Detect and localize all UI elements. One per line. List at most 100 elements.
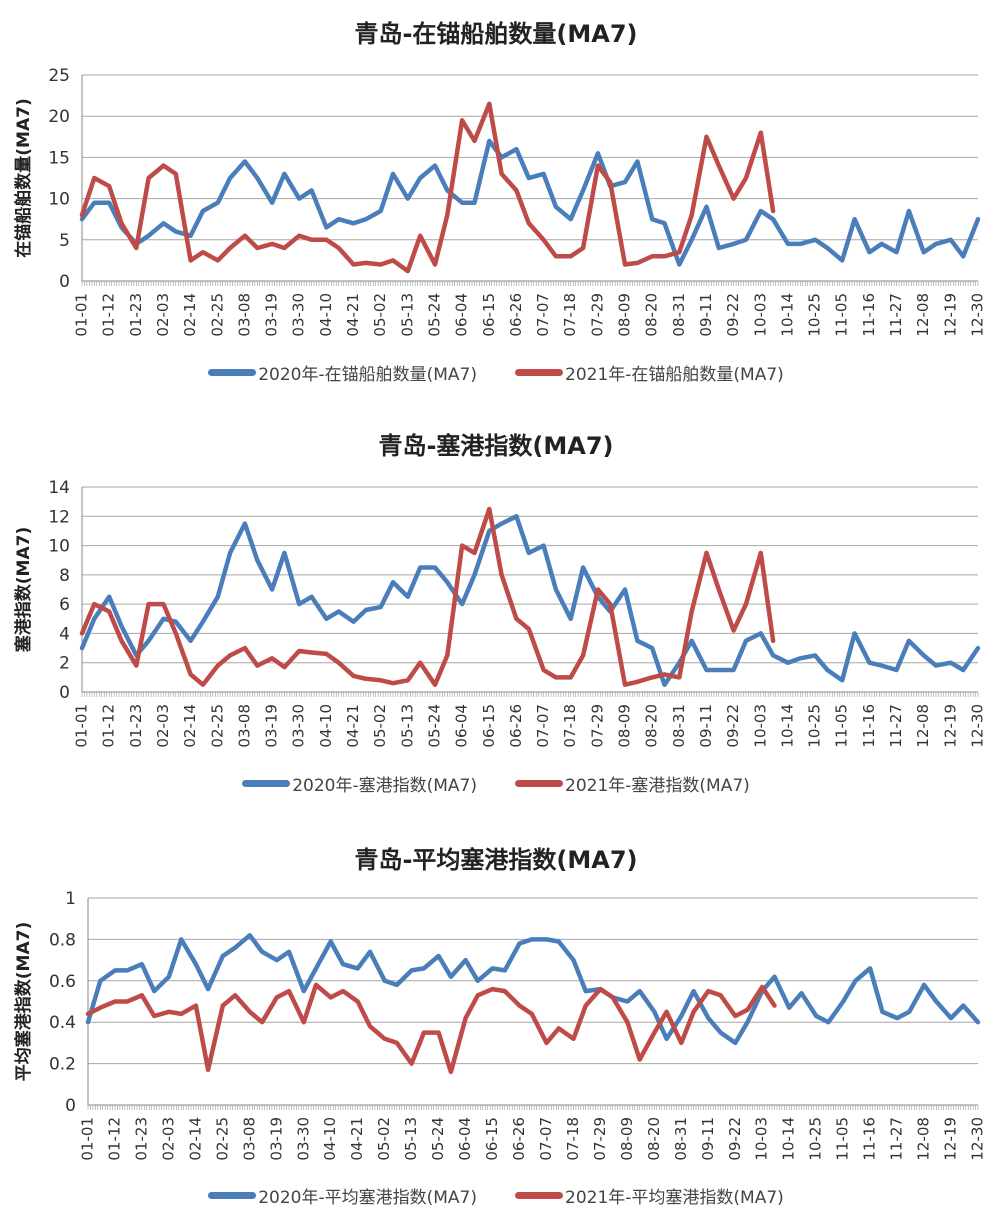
x-tick-label: 01-01 <box>79 1117 97 1161</box>
x-tick-label: 02-03 <box>159 1117 177 1161</box>
x-tick-label: 06-15 <box>483 1117 501 1161</box>
legend-item-2021: 2021年-塞港指数(MA7) <box>515 771 750 796</box>
x-tick-label: 07-29 <box>588 293 606 337</box>
x-tick-label: 06-15 <box>480 293 498 337</box>
chart-title: 青岛-在锚船舶数量(MA7) <box>354 20 638 48</box>
y-tick-label: 10 <box>48 190 70 210</box>
x-tick-label: 08-09 <box>618 1117 636 1161</box>
x-tick-label: 12-30 <box>969 704 987 748</box>
legend-label: 2020年-在锚船舶数量(MA7) <box>258 365 477 385</box>
x-tick-label: 06-26 <box>510 1117 528 1161</box>
x-tick-label: 08-09 <box>616 293 634 337</box>
series-line-2021 <box>79 506 776 687</box>
x-tick-label: 11-05 <box>833 293 851 337</box>
x-tick-label: 01-23 <box>127 704 145 748</box>
x-tick-label: 02-25 <box>208 704 226 748</box>
legend-item-2021: 2021年-平均塞港指数(MA7) <box>515 1183 784 1208</box>
legend-swatch-2020 <box>208 369 257 376</box>
x-tick-label: 05-24 <box>425 293 443 337</box>
x-tick-label: 07-29 <box>588 704 606 748</box>
y-tick-label: 1 <box>65 889 76 909</box>
x-tick-label: 10-03 <box>753 1117 771 1161</box>
y-axis-title: 塞港指数(MA7) <box>13 527 34 652</box>
x-tick-label: 11-27 <box>887 293 905 337</box>
x-tick-label: 04-21 <box>344 704 362 748</box>
x-tick-label: 05-24 <box>425 704 443 748</box>
x-tick-label: 01-23 <box>132 1117 150 1161</box>
x-tick-label: 08-31 <box>670 293 688 337</box>
x-tick-label: 08-31 <box>672 1117 690 1161</box>
x-tick-label: 01-12 <box>100 293 118 337</box>
x-tick-label: 01-12 <box>100 704 118 748</box>
x-tick-label: 03-30 <box>294 1117 312 1161</box>
legend-item-2020: 2020年-在锚船舶数量(MA7) <box>208 360 477 385</box>
x-tick-label: 04-10 <box>321 1117 339 1161</box>
x-tick-label: 02-03 <box>154 293 172 337</box>
x-tick-label: 04-10 <box>317 704 335 748</box>
chart-panel-avg-congestion-index: 青岛-平均塞港指数(MA7) 0 0.2 0.4 0.6 0.8 1 01-01 01-12 0… <box>0 820 992 1209</box>
x-tick-label: 11-05 <box>833 704 851 748</box>
x-tick-label: 09-11 <box>697 704 715 748</box>
x-tick-label: 02-25 <box>208 293 226 337</box>
x-tick-label: 12-30 <box>969 293 987 337</box>
legend-swatch-2020 <box>208 1192 257 1199</box>
legend: 2020年-塞港指数(MA7) 2021年-塞港指数(MA7) <box>0 771 992 796</box>
chart-title: 青岛-塞港指数(MA7) <box>378 432 614 460</box>
y-tick-label: 10 <box>48 537 70 557</box>
y-tick-label: 12 <box>48 507 70 527</box>
x-tick-label: 11-27 <box>887 704 905 748</box>
x-tick-label: 08-20 <box>643 293 661 337</box>
legend-label: 2021年-塞港指数(MA7) <box>565 776 750 796</box>
x-tick-label: 03-19 <box>263 293 281 337</box>
x-tick-label: 11-16 <box>860 293 878 337</box>
x-tick-label: 10-03 <box>751 293 769 337</box>
x-tick-label: 12-19 <box>942 1117 960 1161</box>
x-tick-label: 05-02 <box>375 1117 393 1161</box>
x-tick-label: 03-30 <box>290 704 308 748</box>
x-tick-label: 07-07 <box>534 704 552 748</box>
x-tick-label: 08-09 <box>616 704 634 748</box>
x-tick-label: 05-02 <box>371 293 389 337</box>
series-line-2020 <box>79 514 981 687</box>
y-tick-label: 0.6 <box>49 972 76 992</box>
x-tick-label: 06-26 <box>507 704 525 748</box>
x-tick-label: 05-24 <box>429 1117 447 1161</box>
y-tick-label: 0.2 <box>49 1055 76 1075</box>
x-tick-label: 08-20 <box>643 704 661 748</box>
x-tick-label: 12-19 <box>941 704 959 748</box>
x-tick-label: 12-08 <box>915 1117 933 1161</box>
y-tick-label: 5 <box>59 231 70 251</box>
x-tick-label: 09-22 <box>724 704 742 748</box>
y-tick-label: 8 <box>59 566 70 586</box>
y-tick-label: 0.8 <box>49 930 76 950</box>
x-tick-label: 10-25 <box>806 293 824 337</box>
x-tick-label: 05-13 <box>402 1117 420 1161</box>
x-tick-label: 03-19 <box>267 1117 285 1161</box>
x-tick-label: 07-18 <box>561 704 579 748</box>
line-chart-avg-congestion-index: 0 0.2 0.4 0.6 0.8 1 01-01 01-12 01-23 02-03 02-14 0… <box>13 889 987 1161</box>
y-tick-label: 20 <box>48 107 70 127</box>
series-line-2020 <box>85 933 981 1046</box>
x-tick-label: 09-22 <box>724 293 742 337</box>
y-tick-label: 0 <box>59 683 70 703</box>
x-tick-label: 01-01 <box>73 704 91 748</box>
x-tick-label: 12-08 <box>914 293 932 337</box>
x-tick-label: 02-14 <box>186 1117 204 1161</box>
line-chart-anchored-vessels: 0 5 10 15 20 25 01-01 01-12 01-23 02-03 02-14 02-25… <box>13 66 987 337</box>
x-tick-label: 06-04 <box>456 1117 474 1161</box>
x-tick-label: 05-02 <box>371 704 389 748</box>
x-tick-label: 03-08 <box>235 293 253 337</box>
x-tick-label: 06-15 <box>480 704 498 748</box>
legend-swatch-2021 <box>515 369 563 376</box>
chart-title: 青岛-平均塞港指数(MA7) <box>354 846 638 874</box>
legend-item-2020: 2020年-塞港指数(MA7) <box>242 771 477 796</box>
x-tick-label: 08-20 <box>645 1117 663 1161</box>
x-tick-label: 12-30 <box>969 1117 987 1161</box>
line-chart-congestion-index: 0 2 4 6 8 10 12 14 01-01 01-12 01-23 02-03 02-14 02-2… <box>13 478 987 748</box>
y-tick-label: 2 <box>59 654 70 674</box>
y-tick-label: 0 <box>65 1096 76 1116</box>
chart-panel-anchored-vessels: 青岛-在锚船舶数量(MA7) 0 5 10 15 20 25 01-01 01-12 01-23… <box>0 0 992 400</box>
y-tick-label: 25 <box>48 66 70 86</box>
x-tick-label: 05-13 <box>398 293 416 337</box>
x-tick-label: 03-19 <box>263 704 281 748</box>
